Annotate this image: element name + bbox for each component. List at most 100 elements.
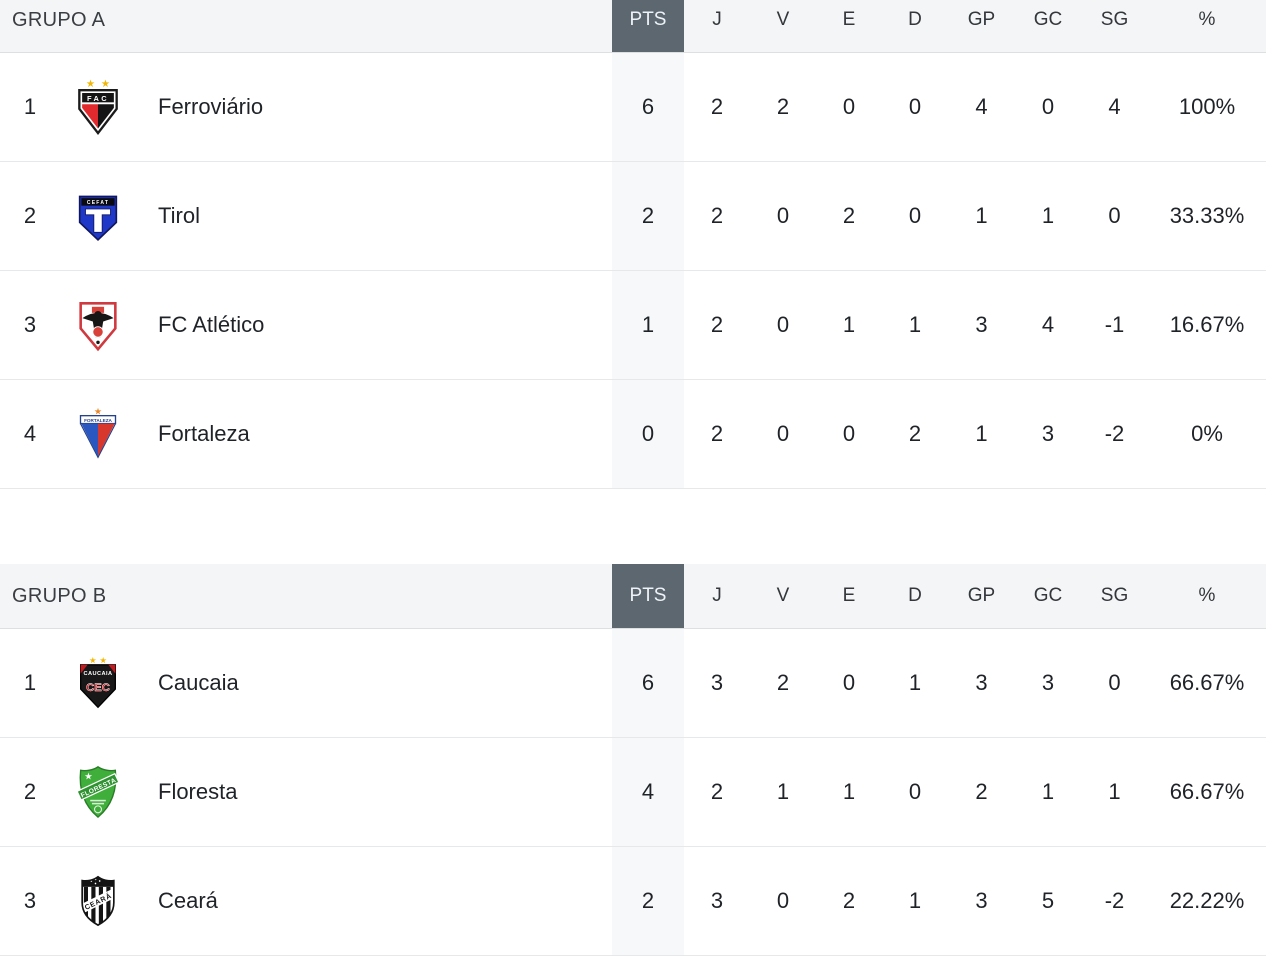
stat-gc: 5 xyxy=(1041,888,1055,913)
stat-e: 1 xyxy=(842,779,856,804)
team-row: 3 FC Atlético 1 2 0 1 1 3 4 -1 16.67% xyxy=(0,271,1266,380)
stat-gc: 1 xyxy=(1041,203,1055,228)
stat-gp: 3 xyxy=(975,312,988,337)
column-header-d: D xyxy=(908,9,922,30)
tirol-badge-icon: CEFAT xyxy=(60,162,136,270)
ferroviario-badge-icon: FAC xyxy=(60,53,136,161)
stat-sg: -2 xyxy=(1104,888,1125,913)
stat-v: 2 xyxy=(776,94,790,119)
stat-gp: 1 xyxy=(975,421,988,446)
stat-sg: 1 xyxy=(1108,779,1121,804)
team-row: 3 CEARÁ Ceará 2 3 0 2 1 3 5 -2 22.22% xyxy=(0,847,1266,956)
stat-d: 1 xyxy=(908,312,922,337)
stat-pct: 100% xyxy=(1178,94,1236,119)
team-row: 1 FAC Ferroviário 6 2 2 0 0 4 0 4 100% xyxy=(0,53,1266,162)
stat-j: 2 xyxy=(710,94,724,119)
team-name: Ceará xyxy=(158,888,218,913)
fortaleza-badge-icon: FORTALEZA xyxy=(60,380,136,488)
stat-v: 2 xyxy=(776,670,790,695)
stat-d: 0 xyxy=(908,779,922,804)
group-title: GRUPO B xyxy=(12,584,107,607)
column-header-j: J xyxy=(712,9,722,30)
team-name: Caucaia xyxy=(158,670,239,695)
team-row: 2 FLORESTA Floresta 4 2 1 1 0 2 1 1 66.67% xyxy=(0,738,1266,847)
stat-pct: 0% xyxy=(1191,421,1223,446)
column-header-v: V xyxy=(776,585,790,606)
column-header-pct: % xyxy=(1198,9,1216,30)
stat-pts: 2 xyxy=(612,847,684,955)
stat-pts: 1 xyxy=(612,271,684,379)
column-header-pts: PTS xyxy=(612,564,684,628)
stat-pts: 6 xyxy=(612,629,684,737)
team-row: 4 FORTALEZA Fortaleza 0 2 0 0 2 1 3 -2 0% xyxy=(0,380,1266,489)
svg-text:CEFAT: CEFAT xyxy=(87,200,109,206)
stat-j: 2 xyxy=(710,779,724,804)
column-header-d: D xyxy=(908,585,922,606)
stat-sg: 0 xyxy=(1108,670,1121,695)
team-position: 1 xyxy=(23,670,37,695)
stat-d: 0 xyxy=(908,203,922,228)
stat-pct: 33.33% xyxy=(1169,203,1245,228)
stat-v: 0 xyxy=(776,203,790,228)
group-table-grupo-a: GRUPO A PTS J V E D GP GC SG% 1 FAC Ferroviário 6 2… xyxy=(0,0,1266,489)
column-header-e: E xyxy=(842,9,856,30)
column-header-gp: GP xyxy=(967,585,996,606)
stat-e: 2 xyxy=(842,888,856,913)
team-name: FC Atlético xyxy=(158,312,265,337)
ceara-badge-icon: CEARÁ xyxy=(60,847,136,955)
group-table-grupo-b: GRUPO B PTS J V E D GP GC SG% 1 CAUCAIA CEC Caucai… xyxy=(0,564,1266,956)
stat-j: 3 xyxy=(710,670,724,695)
stat-gc: 4 xyxy=(1041,312,1055,337)
table-header-row: GRUPO A PTS J V E D GP GC SG% xyxy=(0,0,1266,53)
table-header-row: GRUPO B PTS J V E D GP GC SG% xyxy=(0,564,1266,629)
column-header-e: E xyxy=(842,585,856,606)
team-position: 2 xyxy=(23,779,37,804)
column-header-gc: GC xyxy=(1033,585,1063,606)
stat-gp: 3 xyxy=(975,670,988,695)
team-position: 4 xyxy=(23,421,37,446)
svg-text:FORTALEZA: FORTALEZA xyxy=(84,418,112,423)
team-name: Floresta xyxy=(158,779,238,804)
column-header-gp: GP xyxy=(967,9,996,30)
stat-pct: 16.67% xyxy=(1169,312,1245,337)
stat-e: 1 xyxy=(842,312,856,337)
group-title: GRUPO A xyxy=(12,8,106,31)
fc-atletico-badge-icon xyxy=(60,271,136,379)
team-position: 3 xyxy=(23,312,37,337)
stat-d: 1 xyxy=(908,670,922,695)
stat-gp: 4 xyxy=(975,94,988,119)
stat-pct: 22.22% xyxy=(1169,888,1245,913)
team-row: 1 CAUCAIA CEC Caucaia 6 3 2 0 1 3 3 0 66.67% xyxy=(0,629,1266,738)
stat-e: 0 xyxy=(842,421,856,446)
svg-text:FAC: FAC xyxy=(87,94,109,103)
stat-v: 0 xyxy=(776,312,790,337)
stat-j: 2 xyxy=(710,312,724,337)
stat-pts: 0 xyxy=(612,380,684,488)
stat-e: 2 xyxy=(842,203,856,228)
stat-v: 0 xyxy=(776,888,790,913)
svg-text:CAUCAIA: CAUCAIA xyxy=(84,671,113,677)
column-header-gc: GC xyxy=(1033,9,1063,30)
stat-j: 2 xyxy=(710,421,724,446)
caucaia-badge-icon: CAUCAIA CEC xyxy=(60,629,136,737)
stat-j: 3 xyxy=(710,888,724,913)
stat-gp: 2 xyxy=(975,779,988,804)
team-row: 2 CEFAT Tirol 2 2 0 2 0 1 1 0 33.33% xyxy=(0,162,1266,271)
team-position: 2 xyxy=(23,203,37,228)
stat-gc: 0 xyxy=(1041,94,1055,119)
stat-gc: 3 xyxy=(1041,670,1055,695)
stat-gp: 1 xyxy=(975,203,988,228)
stat-e: 0 xyxy=(842,94,856,119)
stat-gp: 3 xyxy=(975,888,988,913)
svg-text:CEC: CEC xyxy=(86,682,110,694)
stat-sg: 0 xyxy=(1108,203,1121,228)
stat-v: 0 xyxy=(776,421,790,446)
stat-pct: 66.67% xyxy=(1169,670,1245,695)
team-name: Fortaleza xyxy=(158,421,250,446)
stat-d: 1 xyxy=(908,888,922,913)
stat-d: 0 xyxy=(908,94,922,119)
stat-gc: 1 xyxy=(1041,779,1055,804)
stat-e: 0 xyxy=(842,670,856,695)
column-header-pct: % xyxy=(1198,585,1216,606)
team-position: 3 xyxy=(23,888,37,913)
